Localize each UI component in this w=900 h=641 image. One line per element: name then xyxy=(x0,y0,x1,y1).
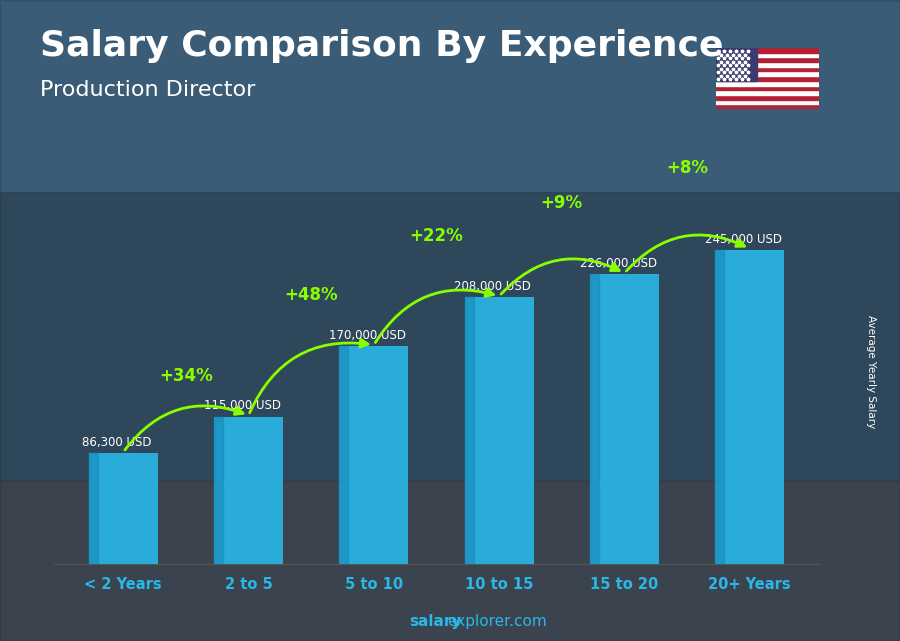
Text: 86,300 USD: 86,300 USD xyxy=(82,436,152,449)
Text: 226,000 USD: 226,000 USD xyxy=(580,257,657,270)
Bar xyxy=(716,48,757,81)
Bar xyxy=(716,72,819,76)
Bar xyxy=(339,346,409,564)
Bar xyxy=(716,95,819,99)
Bar xyxy=(716,53,819,58)
Bar xyxy=(590,274,659,564)
Text: +34%: +34% xyxy=(159,367,212,385)
Bar xyxy=(339,346,348,564)
Text: +8%: +8% xyxy=(666,159,708,177)
Text: 115,000 USD: 115,000 USD xyxy=(203,399,281,412)
Bar xyxy=(716,76,819,81)
Bar xyxy=(89,453,158,564)
Bar xyxy=(716,104,819,109)
Bar xyxy=(590,274,599,564)
Bar xyxy=(716,85,819,90)
Bar xyxy=(716,58,819,62)
Bar xyxy=(716,62,819,67)
Bar xyxy=(716,250,724,564)
Text: 208,000 USD: 208,000 USD xyxy=(454,280,531,293)
Bar xyxy=(89,453,98,564)
Text: +48%: +48% xyxy=(284,286,338,304)
Text: Salary Comparison By Experience: Salary Comparison By Experience xyxy=(40,29,724,63)
Text: Production Director: Production Director xyxy=(40,80,256,100)
Bar xyxy=(464,297,473,564)
Text: +9%: +9% xyxy=(541,194,583,212)
Bar xyxy=(716,81,819,85)
Text: explorer.com: explorer.com xyxy=(447,615,547,629)
Text: Average Yearly Salary: Average Yearly Salary xyxy=(866,315,877,428)
Text: salary: salary xyxy=(410,615,462,629)
Bar xyxy=(464,297,534,564)
Bar xyxy=(716,48,819,53)
Text: 170,000 USD: 170,000 USD xyxy=(329,329,406,342)
Bar xyxy=(716,99,819,104)
Text: 245,000 USD: 245,000 USD xyxy=(705,233,782,246)
Bar xyxy=(214,417,283,564)
Text: +22%: +22% xyxy=(410,227,464,245)
Bar xyxy=(214,417,223,564)
Bar xyxy=(716,90,819,95)
Bar xyxy=(716,250,784,564)
Bar xyxy=(716,67,819,72)
